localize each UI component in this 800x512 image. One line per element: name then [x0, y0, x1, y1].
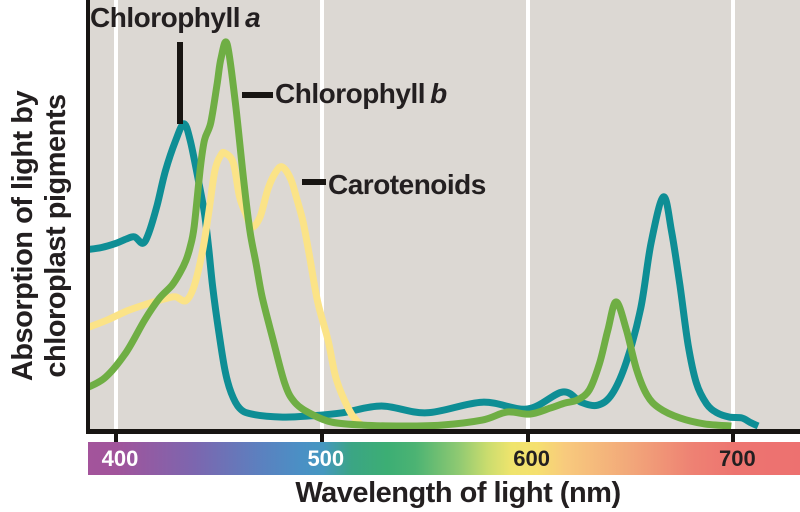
curves-svg [90, 38, 760, 430]
annotation-chlorophyll-b-text: Chlorophyll [275, 78, 426, 109]
pointer-line-chlorophyll-a [177, 42, 183, 124]
curve-chlorophyll-a [90, 120, 760, 430]
annotation-chlorophyll-b-italic: b [430, 78, 447, 109]
curves-group [90, 38, 760, 430]
annotation-chlorophyll-a-italic: a [245, 2, 261, 33]
x-tick-600 [525, 434, 530, 442]
x-tick-label-400: 400 [101, 446, 139, 471]
annotation-chlorophyll-a: Chlorophyll a [90, 2, 261, 34]
gridline-700 [731, 0, 736, 429]
gridline-600 [525, 0, 530, 429]
annotation-carotenoids-text: Carotenoids [328, 169, 486, 200]
x-axis-line [86, 429, 800, 434]
x-tick-500 [319, 434, 324, 442]
annotation-chlorophyll-a-text: Chlorophyll [90, 2, 241, 33]
spectrum-bar [88, 442, 800, 475]
pointer-line-chlorophyll-b [242, 92, 273, 98]
annotation-carotenoids: Carotenoids [328, 169, 491, 201]
x-tick-700 [731, 434, 736, 442]
pointer-line-carotenoids [302, 179, 326, 185]
annotation-chlorophyll-b: Chlorophyll b [275, 78, 447, 110]
x-tick-400 [114, 434, 118, 442]
gridline-400 [114, 0, 118, 429]
x-tick-label-500: 500 [307, 446, 345, 471]
y-axis-line [86, 0, 90, 434]
x-axis-label: Wavelength of light (nm) [295, 477, 621, 509]
gridline-500 [319, 0, 324, 429]
curve-chlorophyll-b [90, 38, 732, 430]
x-tick-label-700: 700 [719, 446, 756, 471]
x-tick-label-600: 600 [513, 446, 550, 471]
